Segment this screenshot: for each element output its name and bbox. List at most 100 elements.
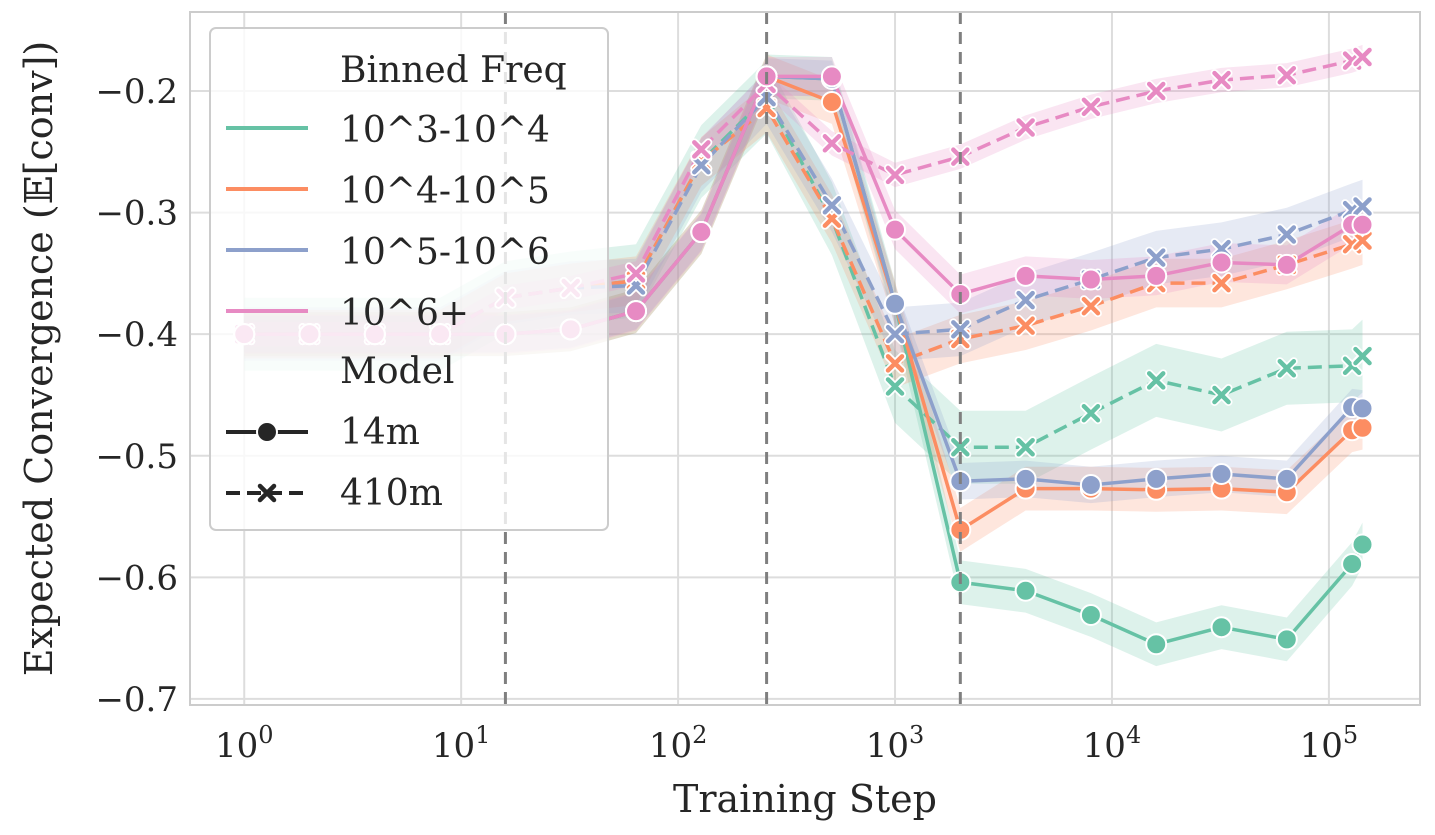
point-series-0-14m [1341,552,1364,575]
x-marker [885,354,905,373]
x-tick-base: 10 [1083,726,1126,766]
x-tick-exponent: 4 [1126,721,1141,749]
legend-series-label: 10^4-10^5 [340,171,550,212]
x-marker [1016,316,1035,335]
x-marker [885,165,905,185]
point-series-2-410m [949,318,972,341]
point-series-2-14m [1275,467,1298,490]
point-series-2-410m [1145,246,1168,269]
point-series-2-14m [1145,467,1168,490]
point-series-3-410m [1210,69,1233,92]
x-marker [822,196,842,215]
point-series-1-410m [1079,295,1102,318]
point-series-0-410m [949,436,972,459]
x-marker [692,140,711,159]
point-series-3-14m [1014,264,1037,287]
x-marker [1212,70,1231,90]
point-series-3-14m [690,221,713,244]
legend-circle-marker [256,421,278,443]
point-series-0-14m [1275,628,1298,651]
x-marker [1353,47,1372,67]
point-series-3-410m [1145,80,1168,103]
x-tick-base: 10 [649,726,692,766]
point-series-2-14m [1351,397,1374,420]
x-tick-label: 103 [866,721,925,766]
x-tick-label: 104 [1083,721,1142,766]
legend-series-label: 10^6+ [340,293,469,334]
y-tick-label: −0.2 [95,72,178,112]
x-marker [1146,248,1166,267]
x-tick-exponent: 3 [909,721,924,749]
point-series-2-410m [884,323,907,346]
point-series-0-14m [1079,604,1102,627]
point-series-0-410m [1079,402,1102,425]
point-series-3-14m [820,65,843,88]
band-series-2-14m [244,58,1363,504]
x-tick-label: 102 [649,721,708,766]
x-marker [1353,231,1372,250]
point-series-3-14m [625,300,648,323]
point-series-1-410m [884,352,907,375]
y-tick-label: −0.3 [95,194,178,234]
x-marker [822,134,842,153]
x-marker [1146,81,1166,101]
point-series-3-410m [625,262,648,285]
point-series-1-410m [1351,229,1374,252]
x-marker [1277,65,1297,85]
legend-model-entries: 14m 410m [226,412,443,514]
x-marker [1212,273,1231,293]
legend-box [209,27,609,531]
point-series-3-410m [1014,116,1037,139]
point-series-3-410m [1079,95,1102,118]
point-series-2-410m [1275,223,1298,246]
x-marker [1212,385,1231,405]
point-series-0-410m [1275,357,1298,380]
point-series-0-14m [1145,633,1168,656]
x-marker [1081,403,1101,423]
legend-series-label: 10^5-10^6 [340,232,550,273]
x-marker [1353,346,1372,366]
x-tick-label: 101 [432,721,491,766]
point-series-1-14m [820,90,843,113]
x-tick-base: 10 [866,726,909,766]
point-series-2-410m [1351,195,1374,218]
point-series-0-14m [1210,616,1233,639]
point-series-2-14m [1014,467,1037,490]
band-series-3-410m [244,44,1363,347]
point-series-2-410m [690,154,713,177]
x-marker [626,264,646,283]
point-series-3-14m [1351,213,1374,236]
point-series-3-410m [690,138,713,161]
point-series-1-410m [1014,314,1037,337]
x-marker [885,377,905,396]
point-series-2-14m [1210,463,1233,485]
point-series-0-14m [1351,533,1374,556]
point-series-1-14m [1351,416,1374,439]
legend-series-label: 10^3-10^4 [340,110,550,151]
point-series-3-14m [1275,253,1298,276]
legend: Binned Freq 10^3-10^4 10^4-10^5 10^5-10^6 1… [209,27,609,531]
x-tick-label: 100 [215,721,274,766]
x-marker [885,324,905,344]
point-series-0-410m [1351,345,1374,368]
band-series-0-410m [244,60,1363,484]
point-series-3-410m [884,163,907,186]
point-series-0-410m [1210,383,1233,406]
y-tick-labels: −0.2 −0.3 −0.4 −0.5 −0.6 −0.7 [95,72,178,720]
legend-title-binned-freq: Binned Freq [340,50,567,91]
x-marker [1277,358,1297,378]
x-marker [1016,438,1035,457]
legend-x-marker [257,483,277,503]
x-marker [1146,371,1166,390]
y-tick-label: −0.7 [95,680,178,720]
x-tick-base: 10 [432,726,475,766]
x-tick-labels: 100 101 102 103 104 105 [215,721,1358,766]
plot-frame [189,11,1421,706]
point-series-2-410m [1014,289,1037,312]
x-tick-exponent: 0 [258,721,273,749]
y-tick-label: −0.5 [95,437,178,477]
point-series-2-14m [884,292,907,315]
x-marker [951,320,970,339]
point-series-3-410m [1351,45,1374,68]
